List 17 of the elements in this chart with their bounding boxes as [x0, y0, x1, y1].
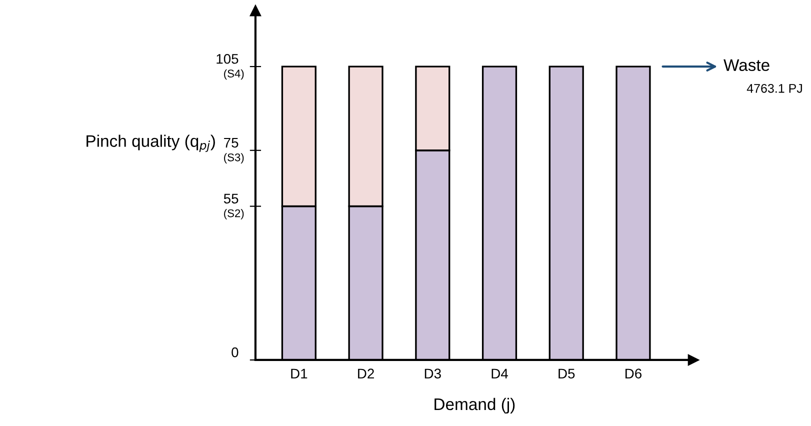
text: 4763.1 PJ: [746, 84, 802, 93]
y-tick-label: 105: [216, 54, 238, 64]
x-tick-label: D5: [558, 368, 575, 379]
y-axis-title: Pinch quality (q$_{pj}$): [86, 134, 215, 152]
y-tick-label: 55: [224, 194, 238, 204]
text: (S3): [224, 153, 244, 164]
x-axis-title: Demand (j): [434, 398, 515, 414]
text: Waste: [724, 59, 770, 72]
x-tick-label: D4: [492, 368, 508, 378]
text: (S2): [224, 209, 244, 220]
x-tick-label: D6: [625, 368, 642, 379]
y-tick-label: 75: [224, 138, 238, 148]
x-tick-label: D1: [291, 368, 308, 378]
x-tick-label: D2: [358, 368, 374, 378]
y-tick-label: 0: [232, 347, 238, 358]
text: (S4): [224, 69, 244, 80]
x-tick-label: D3: [424, 368, 441, 379]
